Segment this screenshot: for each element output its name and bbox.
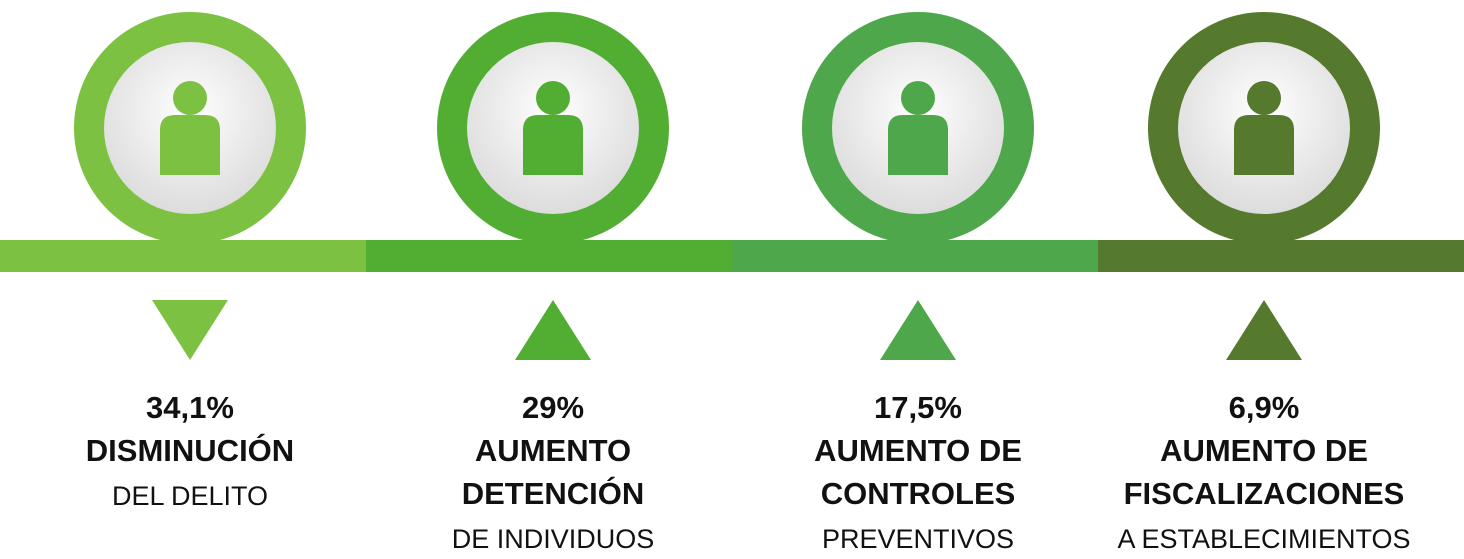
heading: AUMENTO DE: [814, 433, 1022, 468]
value: 6,9%: [1229, 390, 1300, 425]
icon-head: [901, 81, 935, 115]
trend-triangle: [152, 300, 228, 360]
heading: DETENCIÓN: [462, 475, 645, 511]
icon-body: [160, 115, 220, 175]
trend-triangle: [1226, 300, 1302, 360]
icon-body: [888, 115, 948, 175]
detail: DE INDIVIDUOS: [452, 524, 655, 554]
band: [366, 240, 733, 272]
heading: FISCALIZACIONES: [1124, 476, 1405, 511]
icon: [523, 81, 583, 175]
icon: [1234, 81, 1294, 175]
icon-body: [1234, 115, 1294, 175]
icon-head: [173, 81, 207, 115]
icon: [160, 81, 220, 175]
value: 17,5%: [874, 390, 962, 425]
icon-head: [536, 81, 570, 115]
value: 34,1%: [146, 390, 234, 425]
heading: AUMENTO DE: [1160, 433, 1368, 468]
band: [1098, 240, 1464, 272]
icon-body: [523, 115, 583, 175]
value: 29%: [522, 390, 584, 425]
icon-head: [1247, 81, 1281, 115]
icon: [888, 81, 948, 175]
band: [732, 240, 1099, 272]
heading: DISMINUCIÓN: [86, 432, 294, 468]
band: [0, 240, 367, 272]
heading: AUMENTO: [475, 433, 631, 468]
trend-triangle: [515, 300, 591, 360]
detail: PREVENTIVOS: [822, 524, 1014, 554]
heading: CONTROLES: [821, 476, 1016, 511]
detail: A ESTABLECIMIENTOS: [1117, 524, 1410, 554]
detail: DEL DELITO: [112, 481, 268, 511]
trend-triangle: [880, 300, 956, 360]
